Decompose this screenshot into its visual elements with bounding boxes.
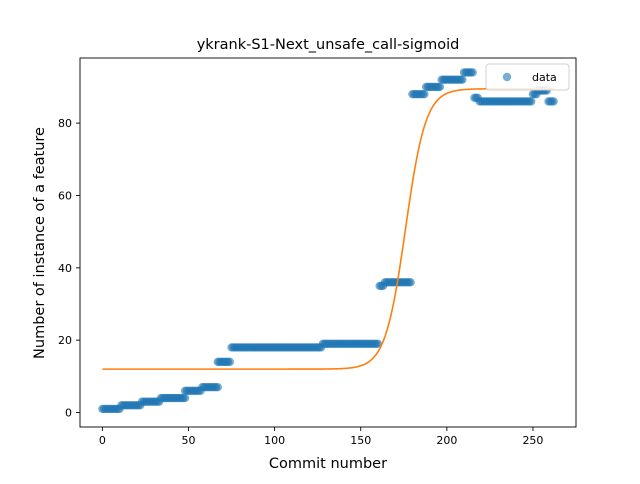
y-tick-label: 20 (58, 334, 72, 347)
x-tick-label: 250 (522, 434, 543, 447)
data-point (420, 89, 429, 99)
x-axis-label: Commit number (269, 456, 387, 472)
y-tick-label: 0 (65, 407, 72, 420)
data-point (458, 75, 467, 84)
plot-area: 0 50 100 150 200 250 0 20 40 60 80 data (58, 57, 577, 447)
legend-marker (502, 72, 512, 82)
x-tick-label: 150 (350, 434, 371, 447)
fit-line (102, 87, 554, 370)
data-point (468, 68, 477, 77)
axes-frame (79, 57, 577, 428)
legend-label: data (532, 71, 557, 84)
data-point (406, 278, 415, 287)
y-tick-label: 60 (58, 189, 72, 202)
data-point (373, 339, 383, 348)
x-tick-label: 100 (264, 434, 285, 447)
data-point (527, 97, 536, 106)
y-tick-label: 80 (58, 117, 72, 130)
data-point (435, 82, 445, 92)
data-point (225, 357, 235, 367)
chart-title: ykrank-S1-Next_unsafe_call-sigmoid (197, 37, 460, 53)
data-point (180, 393, 190, 403)
data-point (213, 383, 222, 392)
x-tick-label: 0 (99, 434, 106, 447)
legend-box (485, 63, 570, 91)
x-tick-label: 50 (182, 434, 196, 447)
data-point (549, 97, 558, 106)
x-tick-label: 200 (436, 434, 457, 447)
y-axis-label: Number of instance of a feature (32, 127, 48, 359)
y-tick-label: 40 (58, 262, 72, 275)
